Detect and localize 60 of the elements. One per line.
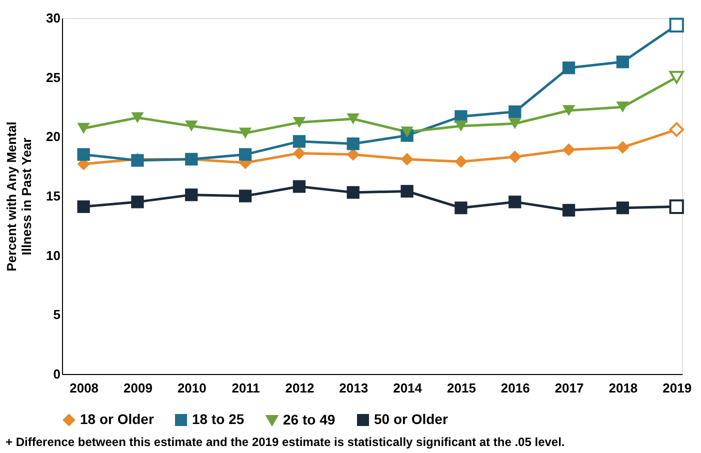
legend-label: 50 or Older [374,411,448,427]
point [346,137,360,150]
point [185,188,198,202]
legend-label: 18 to 25 [192,411,244,427]
y-tick-label: 5 [53,307,60,322]
x-tick-label: 2014 [393,380,423,396]
point [508,150,522,164]
point [454,120,468,132]
point [616,56,630,68]
point [616,141,630,154]
point [346,113,360,124]
y-tick-label: 10 [46,248,60,263]
x-tick-label: 2013 [339,380,368,396]
point [77,148,90,161]
y-tick-label: 25 [46,70,60,85]
y-tick-label: 20 [46,129,60,144]
y-tick-label: 30 [46,10,60,26]
x-tick-label: 2011 [232,380,260,396]
point [292,116,306,128]
point [562,62,576,74]
point [508,196,522,208]
point [508,118,522,130]
point [77,200,90,214]
point [292,180,306,193]
x-tick-label: 2019 [662,380,692,396]
point [238,128,252,139]
legend-label: 26 to 49 [283,411,336,428]
point [77,122,90,134]
point [562,105,576,116]
x-tick-label: 2018 [608,380,638,396]
x-tick-label: 2016 [500,380,530,396]
point [292,146,306,160]
y-tick-label: 15 [46,188,60,204]
point [508,105,522,118]
point [562,204,576,217]
point [238,190,252,202]
point [454,202,468,214]
point [238,148,252,161]
x-tick-label: 2015 [446,380,476,396]
point [400,184,414,198]
point [616,202,630,214]
point [292,135,306,148]
point [131,196,144,208]
point [131,112,144,124]
x-tick-label: 2012 [285,380,314,396]
point [400,152,414,166]
x-tick-label: 2009 [124,380,152,396]
y-axis-title: Percent with Any Mental Illness in Past Year [4,122,34,272]
x-tick-label: 2010 [177,380,206,396]
point [454,155,468,168]
point [400,126,414,138]
point [616,102,630,112]
x-tick-label: 2017 [554,380,584,396]
legend-label: 18 or Older [80,411,154,427]
point [346,186,360,199]
point [562,143,576,156]
point [185,120,198,132]
x-tick-label: 2008 [70,380,99,396]
text: + Difference between this estimate and the 2019 estimate is statistically significant at the .05 level. [6,435,565,449]
y-tick-label: 0 [53,366,60,382]
